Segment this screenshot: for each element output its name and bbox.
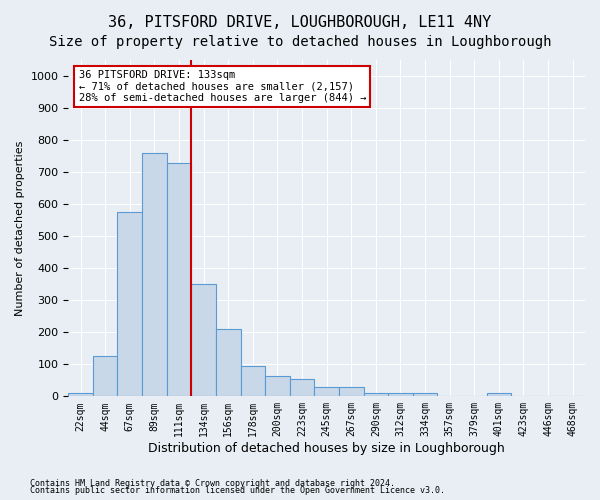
Bar [93, 356, 118, 397]
Bar [216, 329, 241, 396]
Text: 36 PITSFORD DRIVE: 133sqm
← 71% of detached houses are smaller (2,157)
28% of se: 36 PITSFORD DRIVE: 133sqm ← 71% of detac… [79, 70, 366, 103]
Bar [191, 284, 216, 397]
Bar [241, 366, 265, 396]
Text: Size of property relative to detached houses in Loughborough: Size of property relative to detached ho… [49, 35, 551, 49]
Bar [290, 378, 314, 396]
Bar [118, 212, 142, 396]
Bar [142, 153, 167, 396]
Y-axis label: Number of detached properties: Number of detached properties [15, 140, 25, 316]
Bar [364, 393, 388, 396]
Text: 36, PITSFORD DRIVE, LOUGHBOROUGH, LE11 4NY: 36, PITSFORD DRIVE, LOUGHBOROUGH, LE11 4… [109, 15, 491, 30]
Bar [339, 386, 364, 396]
Bar [167, 162, 191, 396]
Bar [413, 393, 437, 396]
Bar [388, 393, 413, 396]
X-axis label: Distribution of detached houses by size in Loughborough: Distribution of detached houses by size … [148, 442, 505, 455]
Bar [265, 376, 290, 396]
Bar [487, 393, 511, 396]
Bar [314, 386, 339, 396]
Text: Contains HM Land Registry data © Crown copyright and database right 2024.: Contains HM Land Registry data © Crown c… [30, 478, 395, 488]
Text: Contains public sector information licensed under the Open Government Licence v3: Contains public sector information licen… [30, 486, 445, 495]
Bar [68, 393, 93, 396]
